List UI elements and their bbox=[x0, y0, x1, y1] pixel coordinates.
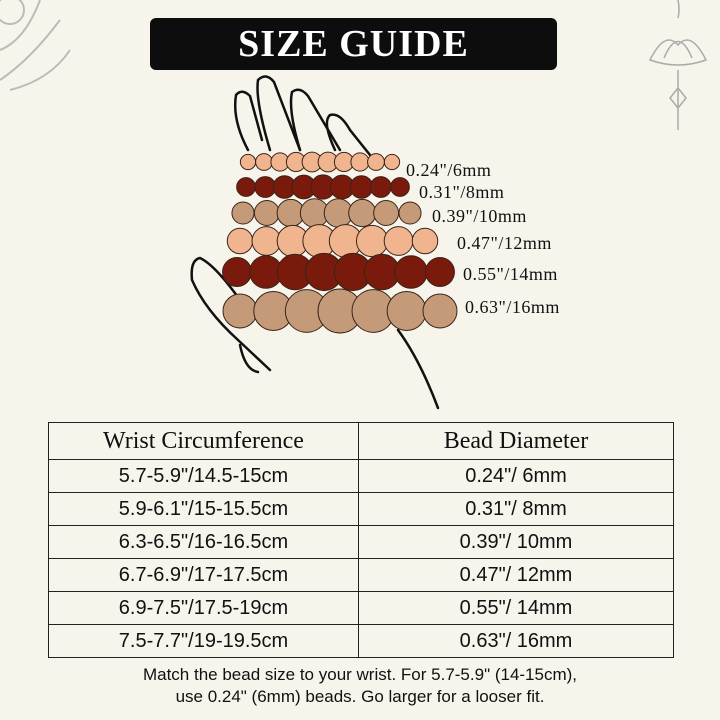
wrist-cell: 5.9-6.1"/15-15.5cm bbox=[48, 492, 359, 526]
bead-size-label: 0.31"/8mm bbox=[419, 182, 505, 202]
bead bbox=[411, 227, 439, 255]
bead bbox=[386, 291, 427, 331]
bead bbox=[350, 152, 370, 172]
bead-size-label: 0.63"/16mm bbox=[465, 297, 560, 317]
bead bbox=[422, 293, 458, 329]
column-header: Bead Diameter bbox=[358, 422, 674, 460]
bead bbox=[239, 153, 257, 171]
bead bbox=[394, 255, 428, 289]
wrist-cell: 6.9-7.5"/17.5-19cm bbox=[48, 591, 359, 625]
bead bbox=[349, 175, 374, 199]
table-row: 6.3-6.5"/16-16.5cm 0.39"/ 10mm bbox=[48, 525, 674, 559]
column-header: Wrist Circumference bbox=[48, 422, 359, 460]
bead bbox=[231, 201, 255, 225]
bead bbox=[253, 200, 280, 226]
bead bbox=[367, 153, 385, 171]
bead bbox=[373, 200, 400, 226]
bead bbox=[425, 257, 455, 287]
wrist-cell: 6.3-6.5"/16-16.5cm bbox=[48, 525, 359, 559]
fit-note: Match the bead size to your wrist. For 5… bbox=[0, 664, 720, 708]
bead bbox=[222, 257, 252, 287]
table-row: 7.5-7.7"/19-19.5cm 0.63"/ 16mm bbox=[48, 624, 674, 658]
table-row: 5.9-6.1"/15-15.5cm 0.31"/ 8mm bbox=[48, 492, 674, 526]
table-row: 5.7-5.9"/14.5-15cm 0.24"/ 6mm bbox=[48, 459, 674, 493]
table-header-row: Wrist Circumference Bead Diameter bbox=[48, 422, 674, 460]
bead-size-label: 0.47"/12mm bbox=[457, 233, 552, 253]
bead-cell: 0.63"/ 16mm bbox=[358, 624, 674, 658]
bead-cell: 0.24"/ 6mm bbox=[358, 459, 674, 493]
lotus-ornament-left-icon bbox=[0, 0, 71, 91]
bead bbox=[383, 153, 401, 171]
bead bbox=[390, 177, 410, 197]
size-table: Wrist Circumference Bead Diameter 5.7-5.… bbox=[48, 422, 674, 658]
wrist-cell: 5.7-5.9"/14.5-15cm bbox=[48, 459, 359, 493]
bead-cell: 0.55"/ 14mm bbox=[358, 591, 674, 625]
bead bbox=[226, 227, 254, 255]
bead bbox=[254, 176, 277, 198]
note-line: use 0.24" (6mm) beads. Go larger for a l… bbox=[175, 687, 545, 706]
bead bbox=[348, 198, 377, 228]
bead bbox=[355, 224, 389, 258]
bead bbox=[383, 226, 414, 256]
table-row: 6.7-6.9"/17-17.5cm 0.47"/ 12mm bbox=[48, 558, 674, 592]
bead-size-label: 0.55"/14mm bbox=[463, 264, 558, 284]
hand-illustration bbox=[0, 0, 708, 410]
lotus-ornament-right-icon bbox=[648, 0, 708, 130]
wrist-cell: 6.7-6.9"/17-17.5cm bbox=[48, 558, 359, 592]
bead-size-label: 0.39"/10mm bbox=[432, 206, 527, 226]
bead bbox=[398, 201, 422, 225]
bead-size-label: 0.24"/6mm bbox=[406, 160, 492, 180]
note-line: Match the bead size to your wrist. For 5… bbox=[142, 665, 578, 684]
bead-cell: 0.31"/ 8mm bbox=[358, 492, 674, 526]
wrist-cell: 7.5-7.7"/19-19.5cm bbox=[48, 624, 359, 658]
bead bbox=[251, 226, 282, 256]
bead-cell: 0.39"/ 10mm bbox=[358, 525, 674, 559]
page-title: SIZE GUIDE bbox=[238, 23, 469, 65]
title-banner: SIZE GUIDE bbox=[150, 18, 557, 70]
bead bbox=[222, 293, 258, 329]
table-row: 6.9-7.5"/17.5-19cm 0.55"/ 14mm bbox=[48, 591, 674, 625]
bead bbox=[255, 153, 273, 171]
bead-cell: 0.47"/ 12mm bbox=[358, 558, 674, 592]
bead bbox=[369, 176, 392, 198]
bead bbox=[236, 177, 256, 197]
hand-outline bbox=[190, 75, 440, 410]
